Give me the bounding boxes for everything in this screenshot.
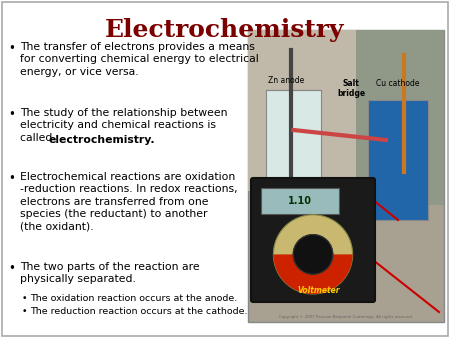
Bar (248, 30, 444, 322)
Wedge shape (274, 255, 353, 294)
Text: Zn anode: Zn anode (268, 76, 304, 85)
Text: •: • (8, 172, 15, 185)
Bar (248, 30, 444, 191)
Wedge shape (274, 215, 353, 294)
Bar (356, 30, 444, 205)
Text: Voltmeter: Voltmeter (298, 286, 340, 295)
Bar (368, 100, 428, 220)
Text: electrochemistry.: electrochemistry. (49, 135, 155, 145)
FancyBboxPatch shape (251, 178, 375, 302)
Text: The oxidation reaction occurs at the anode.: The oxidation reaction occurs at the ano… (30, 294, 237, 303)
Text: Copyright © 2007 Pearson Benjamin Cummings. All rights reserved.: Copyright © 2007 Pearson Benjamin Cummin… (279, 315, 413, 319)
Text: •: • (22, 307, 27, 316)
Bar (261, 188, 339, 214)
Circle shape (293, 235, 333, 274)
Circle shape (293, 235, 333, 274)
Text: •: • (22, 294, 27, 303)
Text: •: • (8, 262, 15, 275)
Text: The two parts of the reaction are
physically separated.: The two parts of the reaction are physic… (20, 262, 200, 284)
Text: Electrochemical reactions are oxidation
-reduction reactions. In redox reactions: Electrochemical reactions are oxidation … (20, 172, 238, 232)
Text: The reduction reaction occurs at the cathode.: The reduction reaction occurs at the cat… (30, 307, 248, 316)
Text: Salt
bridge: Salt bridge (337, 79, 365, 98)
Text: Electrochemistry: Electrochemistry (105, 18, 345, 42)
Text: The study of the relationship between
electricity and chemical reactions is
call: The study of the relationship between el… (20, 108, 228, 143)
Text: •: • (8, 108, 15, 121)
Text: 1.10: 1.10 (288, 196, 312, 206)
Bar (266, 90, 321, 220)
Text: The transfer of electrons provides a means
for converting chemical energy to ele: The transfer of electrons provides a mea… (20, 42, 259, 77)
Text: •: • (8, 42, 15, 55)
Text: Cu cathode: Cu cathode (376, 79, 420, 88)
